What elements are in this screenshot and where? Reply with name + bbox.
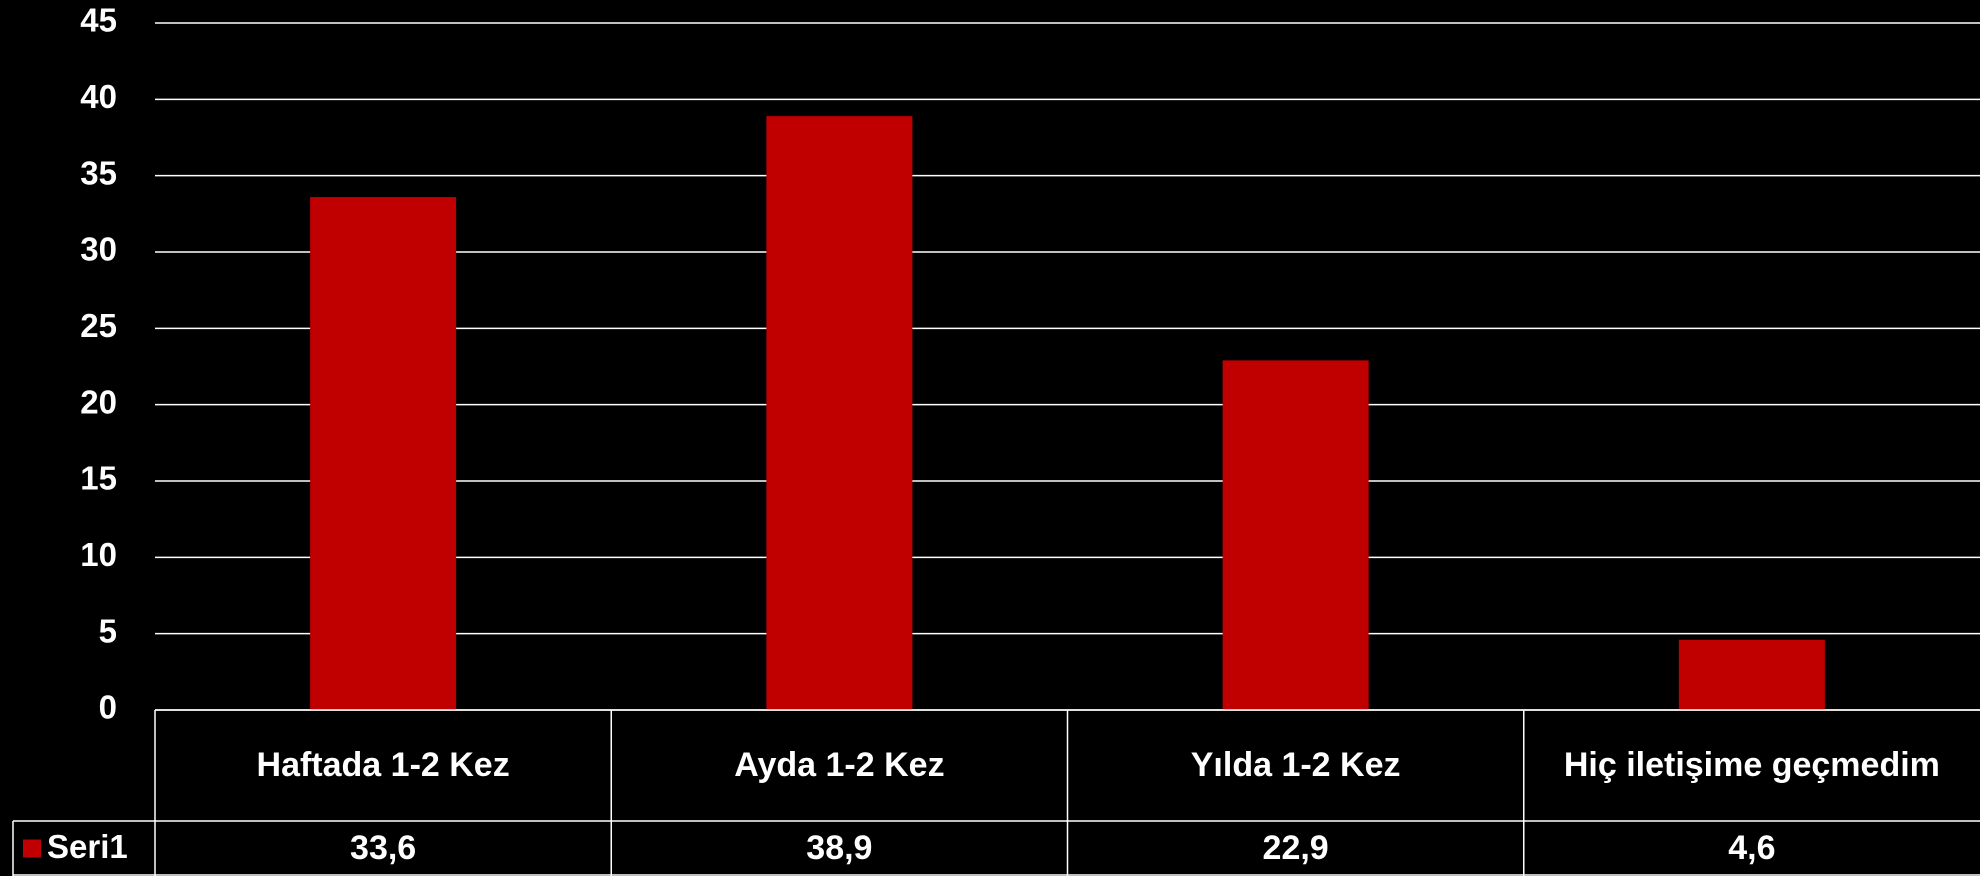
y-tick-label: 20	[80, 383, 117, 420]
data-table-value: 4,6	[1728, 829, 1776, 868]
bar	[766, 116, 913, 711]
data-table-value: 38,9	[806, 829, 873, 868]
y-tick-label: 25	[80, 307, 117, 344]
category-label: Hiç iletişime geçmedim	[1563, 746, 1940, 785]
bar	[310, 197, 457, 711]
category-label: Ayda 1-2 Kez	[734, 746, 945, 785]
y-tick-label: 0	[99, 689, 117, 726]
y-tick-label: 30	[80, 231, 117, 268]
bar	[1678, 639, 1825, 710]
y-tick-label: 45	[80, 2, 117, 39]
y-tick-label: 35	[80, 154, 117, 191]
bar	[1222, 360, 1369, 710]
legend-key	[23, 839, 41, 858]
data-table-value: 22,9	[1262, 829, 1329, 868]
legend-label: Seri1	[47, 828, 128, 865]
y-tick-label: 40	[80, 78, 117, 115]
data-table-value: 33,6	[350, 829, 417, 868]
category-label: Yılda 1-2 Kez	[1190, 746, 1401, 785]
category-label: Haftada 1-2 Kez	[256, 746, 510, 785]
y-tick-label: 10	[80, 536, 117, 573]
y-tick-label: 5	[99, 612, 117, 649]
y-tick-label: 15	[80, 460, 117, 497]
